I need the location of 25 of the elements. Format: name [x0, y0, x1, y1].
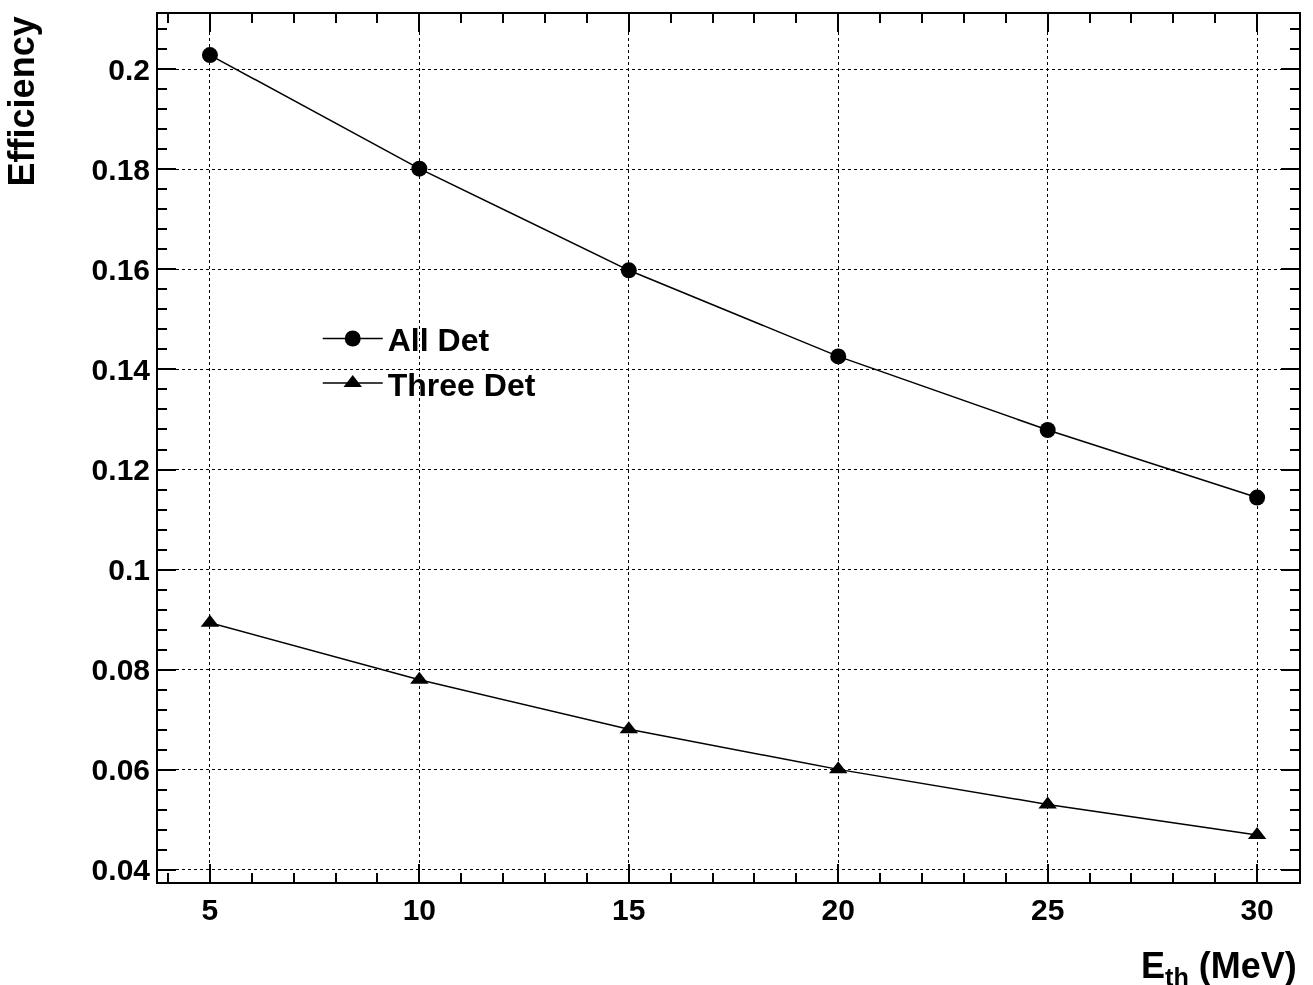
- point: [1039, 421, 1056, 438]
- point: [1249, 489, 1266, 506]
- y-tick-label: 0.14: [91, 352, 151, 386]
- y-tick-label: 0.18: [91, 152, 150, 186]
- x-axis-title: E$_{th}$ (MeV): [1141, 945, 1297, 985]
- x-tick-label: 10: [402, 893, 437, 926]
- legend-label: Three Det: [387, 366, 536, 403]
- x-tick-label: 25: [1030, 893, 1065, 926]
- x-tick-label: 20: [821, 893, 855, 926]
- x-tick-label: 30: [1240, 893, 1274, 926]
- point: [411, 160, 428, 177]
- y-tick-label: 0.16: [91, 252, 150, 286]
- x-tick-label: 5: [201, 893, 219, 926]
- point: [830, 348, 847, 365]
- point: [620, 262, 637, 279]
- point: [201, 47, 218, 64]
- legend-label: All Det: [387, 321, 490, 358]
- y-tick-label: 0.06: [91, 753, 150, 787]
- x-tick-label: 15: [612, 893, 646, 926]
- y-axis-title: Efficiency: [1, 16, 43, 187]
- y-tick-label: 0.2: [108, 52, 150, 86]
- y-tick-label: 0.1: [108, 553, 150, 587]
- y-tick-label: 0.08: [91, 653, 150, 687]
- y-tick-label: 0.12: [91, 453, 150, 487]
- y-tick-label: 0.04: [91, 853, 151, 887]
